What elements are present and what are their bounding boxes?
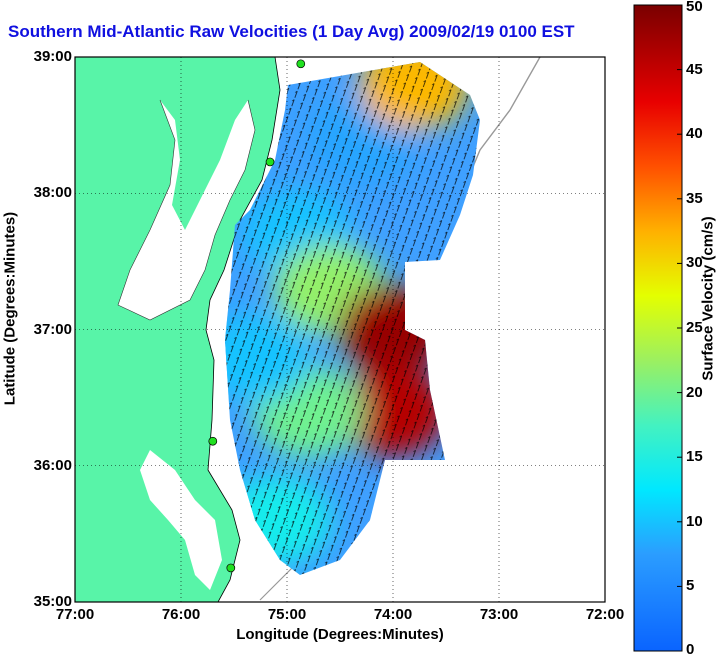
chart-title: Southern Mid-Atlantic Raw Velocities (1 …: [8, 22, 575, 41]
x-tick-label: 76:00: [161, 606, 201, 623]
colorbar-tick-label: 45: [686, 60, 703, 78]
colorbar-tick-label: 40: [686, 125, 703, 143]
colorbar-tick-label: 35: [686, 189, 703, 207]
radar-site-marker: [296, 59, 306, 69]
x-axis-label: Longitude (Degrees:Minutes): [236, 626, 444, 643]
radar-site-marker: [265, 157, 275, 167]
x-tick-label: 75:00: [267, 606, 307, 623]
colorbar: [633, 4, 683, 652]
colorbar-tick-label: 15: [686, 448, 703, 466]
x-tick-label: 73:00: [479, 606, 519, 623]
y-tick-label: 39:00: [33, 48, 72, 65]
y-tick-label: 36:00: [33, 456, 72, 474]
colorbar-tick-label: 20: [686, 383, 703, 401]
colorbar-tick-label: 30: [686, 254, 703, 272]
colorbar-tick-label: 5: [686, 577, 695, 595]
colorbar-label: Surface Velocity (cm/s): [699, 216, 717, 381]
x-tick-label: 77:00: [55, 606, 95, 623]
y-tick-label: 35:00: [33, 593, 72, 610]
x-tick-label: 72:00: [585, 606, 625, 623]
x-tick-label: 74:00: [373, 606, 413, 623]
sound-water: [140, 450, 222, 590]
colorbar-tick-label: 50: [686, 0, 703, 15]
y-axis-label: Latitude (Degrees:Minutes): [1, 211, 19, 406]
radar-site-marker: [226, 563, 236, 573]
colorbar-tick-label: 10: [686, 512, 703, 530]
colorbar-tick-label: 0: [686, 641, 695, 658]
radar-site-marker: [208, 436, 218, 446]
y-tick-label: 38:00: [33, 184, 72, 202]
y-tick-label: 37:00: [33, 320, 72, 338]
colorbar-tick-label: 25: [686, 319, 703, 336]
bay-water: [118, 100, 255, 320]
